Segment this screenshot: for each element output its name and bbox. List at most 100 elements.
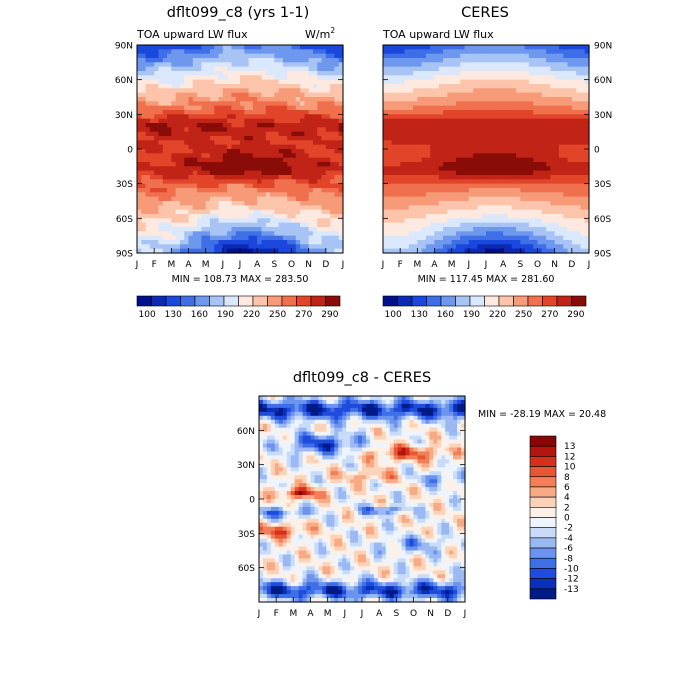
field-cell — [477, 88, 483, 94]
field-cell — [408, 227, 414, 232]
field-cell — [184, 71, 190, 76]
field-cell — [162, 131, 168, 137]
field-cell — [214, 136, 220, 141]
field-cell — [486, 136, 491, 141]
field-cell — [409, 399, 415, 405]
field-cell — [584, 97, 590, 102]
field-cell — [486, 214, 491, 219]
field-cell — [162, 49, 168, 55]
field-cell — [425, 92, 431, 98]
field-cell — [197, 188, 202, 193]
field-cell — [528, 244, 534, 250]
field-cell — [434, 214, 440, 219]
field-cell — [321, 209, 327, 215]
field-cell — [576, 114, 582, 120]
field-cell — [481, 153, 487, 159]
field-cell — [430, 127, 436, 133]
field-cell — [149, 140, 155, 146]
field-cell — [537, 45, 543, 50]
field-cell — [235, 58, 241, 63]
field-cell — [240, 231, 245, 237]
field-cell — [580, 53, 586, 59]
field-cell — [486, 49, 491, 55]
field-cell — [257, 231, 263, 237]
field-cell — [468, 235, 474, 241]
field-cell — [460, 209, 466, 215]
field-cell — [554, 170, 560, 176]
field-cell — [580, 183, 586, 189]
field-cell — [576, 97, 582, 102]
field-cell — [141, 205, 147, 211]
field-cell — [438, 222, 444, 228]
field-cell — [222, 175, 228, 180]
field-cell — [417, 403, 423, 409]
field-cell — [158, 166, 164, 172]
field-cell — [312, 84, 318, 89]
field-cell — [322, 396, 327, 401]
field-cell — [477, 248, 483, 254]
field-cell — [580, 105, 586, 111]
field-cell — [425, 244, 431, 250]
field-cell — [455, 58, 461, 63]
field-cell — [184, 170, 190, 176]
field-cell — [571, 49, 577, 55]
field-cell — [537, 188, 543, 193]
field-cell — [477, 118, 483, 124]
field-cell — [425, 127, 431, 133]
field-cell — [244, 84, 250, 89]
field-cell — [400, 123, 406, 128]
field-cell — [503, 101, 509, 107]
field-cell — [346, 411, 351, 417]
field-cell — [334, 179, 340, 185]
field-cell — [192, 92, 198, 98]
field-cell — [443, 45, 448, 50]
field-cell — [503, 205, 509, 211]
field-cell — [175, 192, 181, 198]
field-cell — [330, 153, 336, 159]
field-cell — [257, 214, 263, 219]
field-cell — [154, 118, 160, 124]
field-cell — [209, 79, 215, 85]
field-cell — [282, 235, 288, 241]
field-cell — [464, 140, 470, 146]
field-cell — [274, 149, 280, 154]
field-cell — [240, 79, 245, 85]
field-cell — [486, 144, 491, 150]
field-cell — [464, 183, 470, 189]
field-cell — [274, 114, 280, 120]
field-cell — [248, 131, 254, 137]
field-cell — [425, 75, 431, 81]
field-cell — [528, 144, 534, 150]
field-cell — [464, 192, 470, 198]
field-cell — [231, 110, 237, 115]
field-cell — [205, 101, 211, 107]
field-cell — [227, 71, 233, 76]
field-cell — [511, 192, 517, 198]
field-cell — [318, 407, 323, 413]
field-cell — [282, 244, 288, 250]
field-cell — [274, 92, 280, 98]
field-cell — [317, 84, 323, 89]
field-cell — [511, 214, 517, 219]
field-cell — [312, 123, 318, 128]
field-cell — [486, 166, 491, 172]
field-cell — [227, 235, 233, 241]
field-cell — [162, 196, 168, 202]
field-cell — [498, 118, 504, 124]
field-cell — [308, 127, 314, 133]
field-cell — [338, 170, 344, 176]
field-cell — [222, 157, 228, 163]
field-cell — [460, 136, 466, 141]
field-cell — [546, 240, 551, 245]
field-cell — [321, 110, 327, 115]
field-cell — [391, 144, 397, 150]
field-cell — [395, 123, 401, 128]
field-cell — [325, 201, 331, 206]
field-cell — [231, 136, 237, 141]
field-cell — [295, 62, 301, 68]
field-cell — [270, 244, 275, 250]
field-cell — [278, 136, 284, 141]
field-cell — [434, 92, 440, 98]
field-cell — [184, 53, 190, 59]
field-cell — [308, 140, 314, 146]
